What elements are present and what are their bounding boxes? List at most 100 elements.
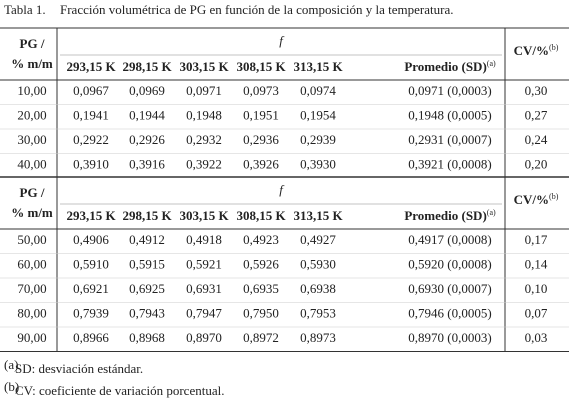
- column-header: 313,15 K: [293, 59, 343, 74]
- cell: 0,7939: [73, 306, 109, 321]
- cell: 0,1948 (0,0005): [408, 108, 491, 123]
- cell: 0,1948: [186, 108, 222, 123]
- cell: 0,6931: [186, 281, 222, 296]
- cell: 20,00: [17, 108, 46, 123]
- cell: 50,00: [17, 232, 46, 247]
- column-header: 303,15 K: [179, 208, 229, 223]
- cell: 0,2931 (0,0007): [408, 132, 491, 147]
- cell: 0,7953: [300, 306, 336, 321]
- column-header: CV/%(b): [514, 43, 559, 58]
- cell: 0,0974: [300, 83, 336, 98]
- column-header: Promedio (SD)(a): [404, 208, 496, 223]
- cell: 0,2932: [186, 132, 222, 147]
- cell: 0,1944: [129, 108, 165, 123]
- footnote-ref: (b): [549, 192, 559, 201]
- column-header: 303,15 K: [179, 59, 229, 74]
- cell: 0,5915: [129, 257, 165, 272]
- header-pg-unit: % m/m: [11, 205, 53, 220]
- cell: 0,0973: [243, 83, 279, 98]
- cell: 0,10: [525, 281, 548, 296]
- cell: 0,6925: [129, 281, 165, 296]
- cell: 90,00: [17, 330, 46, 345]
- cell: 0,1954: [300, 108, 336, 123]
- cell: 0,8970: [186, 330, 222, 345]
- table-caption: Fracción volumétrica de PG en función de…: [60, 2, 453, 17]
- cell: 0,3930: [300, 157, 336, 172]
- cell: 0,5926: [243, 257, 279, 272]
- cell: 0,4906: [73, 232, 109, 247]
- cell: 0,6938: [300, 281, 336, 296]
- cell: 0,17: [525, 232, 548, 247]
- column-header: 298,15 K: [122, 59, 172, 74]
- cell: 0,5920 (0,0008): [408, 257, 491, 272]
- cell: 40,00: [17, 157, 46, 172]
- cell: 0,1951: [243, 108, 279, 123]
- footnote-ref: (b): [549, 43, 559, 52]
- header-text: CV/%: [514, 192, 549, 207]
- cell: 0,8970 (0,0003): [408, 330, 491, 345]
- cell: 0,3926: [243, 157, 279, 172]
- cell: 0,4923: [243, 232, 279, 247]
- cell: 0,0967: [73, 83, 109, 98]
- cell: 0,7950: [243, 306, 279, 321]
- footnote-mark: (a): [4, 357, 18, 372]
- cell: 80,00: [17, 306, 46, 321]
- footnote-ref: (a): [487, 208, 496, 217]
- cell: 0,7943: [129, 306, 165, 321]
- cell: 0,5910: [73, 257, 109, 272]
- column-header: Promedio (SD)(a): [404, 59, 496, 74]
- cell: 0,6921: [73, 281, 109, 296]
- cell: 10,00: [17, 83, 46, 98]
- cell: 0,8973: [300, 330, 336, 345]
- cell: 0,27: [525, 108, 548, 123]
- column-header: 308,15 K: [236, 208, 286, 223]
- cell: 0,7947: [186, 306, 222, 321]
- cell: 0,5921: [186, 257, 222, 272]
- column-header: 313,15 K: [293, 208, 343, 223]
- cell: 0,8966: [73, 330, 109, 345]
- header-pg: PG /: [20, 185, 45, 200]
- cell: 0,0971: [186, 83, 222, 98]
- header-text: Promedio (SD): [404, 208, 486, 223]
- cell: 0,5930: [300, 257, 336, 272]
- cell: 0,3910: [73, 157, 109, 172]
- column-header: 298,15 K: [122, 208, 172, 223]
- cell: 0,20: [525, 157, 548, 172]
- column-header: CV/%(b): [514, 192, 559, 207]
- cell: 0,14: [525, 257, 548, 272]
- header-group: f: [279, 33, 285, 48]
- header-pg: PG /: [20, 36, 45, 51]
- cell: 0,03: [525, 330, 548, 345]
- cell: 0,6935: [243, 281, 279, 296]
- cell: 0,4912: [129, 232, 165, 247]
- footnote-ref: (a): [487, 59, 496, 68]
- cell: 0,07: [525, 306, 548, 321]
- footnote-mark: (b): [4, 379, 19, 394]
- cell: 0,30: [525, 83, 548, 98]
- column-header: 293,15 K: [66, 208, 116, 223]
- cell: 0,3922: [186, 157, 222, 172]
- cell: 0,1941: [73, 108, 109, 123]
- cell: 0,8972: [243, 330, 279, 345]
- cell: 0,2936: [243, 132, 279, 147]
- cell: 0,24: [525, 132, 548, 147]
- cell: 0,3921 (0,0008): [408, 157, 491, 172]
- cell: 0,0971 (0,0003): [408, 83, 491, 98]
- cell: 30,00: [17, 132, 46, 147]
- cell: 0,2926: [129, 132, 165, 147]
- footnote-text: CV: coeficiente de variación porcentual.: [15, 383, 224, 398]
- cell: 0,2922: [73, 132, 109, 147]
- table-label: Tabla 1.: [4, 2, 46, 17]
- column-header: 293,15 K: [66, 59, 116, 74]
- cell: 70,00: [17, 281, 46, 296]
- column-header: 308,15 K: [236, 59, 286, 74]
- header-text: CV/%: [514, 43, 549, 58]
- header-pg-unit: % m/m: [11, 56, 53, 71]
- cell: 0,4927: [300, 232, 336, 247]
- header-group: f: [279, 182, 285, 197]
- cell: 0,0969: [129, 83, 165, 98]
- cell: 0,7946 (0,0005): [408, 306, 491, 321]
- cell: 60,00: [17, 257, 46, 272]
- footnote-text: SD: desviación estándar.: [15, 361, 143, 376]
